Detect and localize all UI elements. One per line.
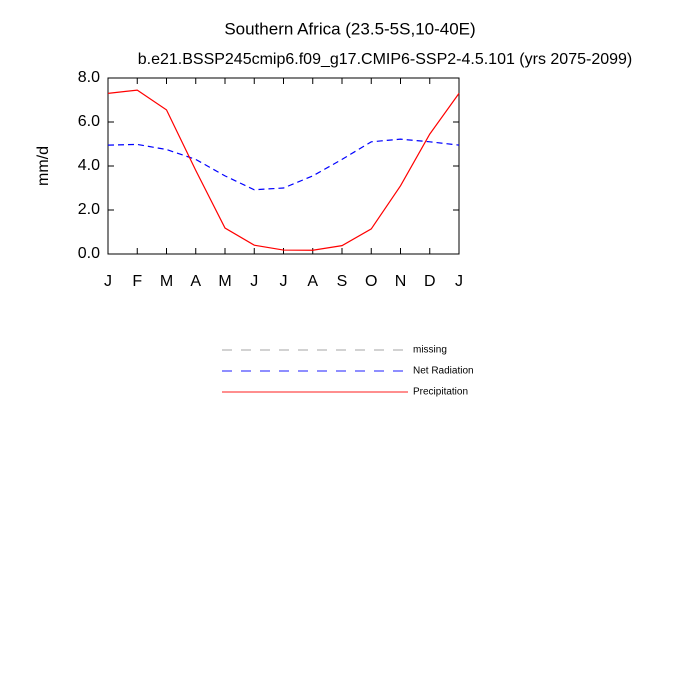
x-tick-label: J	[104, 273, 112, 290]
plot-frame	[107, 77, 460, 255]
series-line	[107, 89, 460, 251]
x-tick-label: M	[160, 273, 173, 290]
y-tick-label: 0.0	[78, 245, 100, 262]
x-tick-label: N	[395, 273, 407, 290]
legend-label: missing	[413, 345, 447, 356]
x-tick-label: D	[424, 273, 436, 290]
y-axis-label: mm/d	[35, 146, 52, 186]
x-tick-label: A	[307, 273, 318, 290]
chart-title: Southern Africa (23.5-5S,10-40E)	[224, 19, 475, 38]
x-tick-label: J	[280, 273, 288, 290]
chart-subtitle: b.e21.BSSP245cmip6.f09_g17.CMIP6-SSP2-4.…	[138, 51, 633, 68]
x-tick-label: A	[190, 273, 201, 290]
series-line	[107, 138, 460, 191]
x-tick-label: O	[365, 273, 377, 290]
y-tick-label: 8.0	[78, 69, 100, 86]
y-tick-label: 2.0	[78, 201, 100, 218]
y-tick-label: 4.0	[78, 157, 100, 174]
legend-label: Precipitation	[413, 387, 468, 398]
x-tick-label: J	[250, 273, 258, 290]
x-tick-label: M	[218, 273, 231, 290]
legend-label: Net Radiation	[413, 366, 474, 377]
x-tick-label: S	[337, 273, 348, 290]
x-tick-label: F	[132, 273, 142, 290]
x-tick-label: J	[455, 273, 463, 290]
y-tick-label: 6.0	[78, 113, 100, 130]
